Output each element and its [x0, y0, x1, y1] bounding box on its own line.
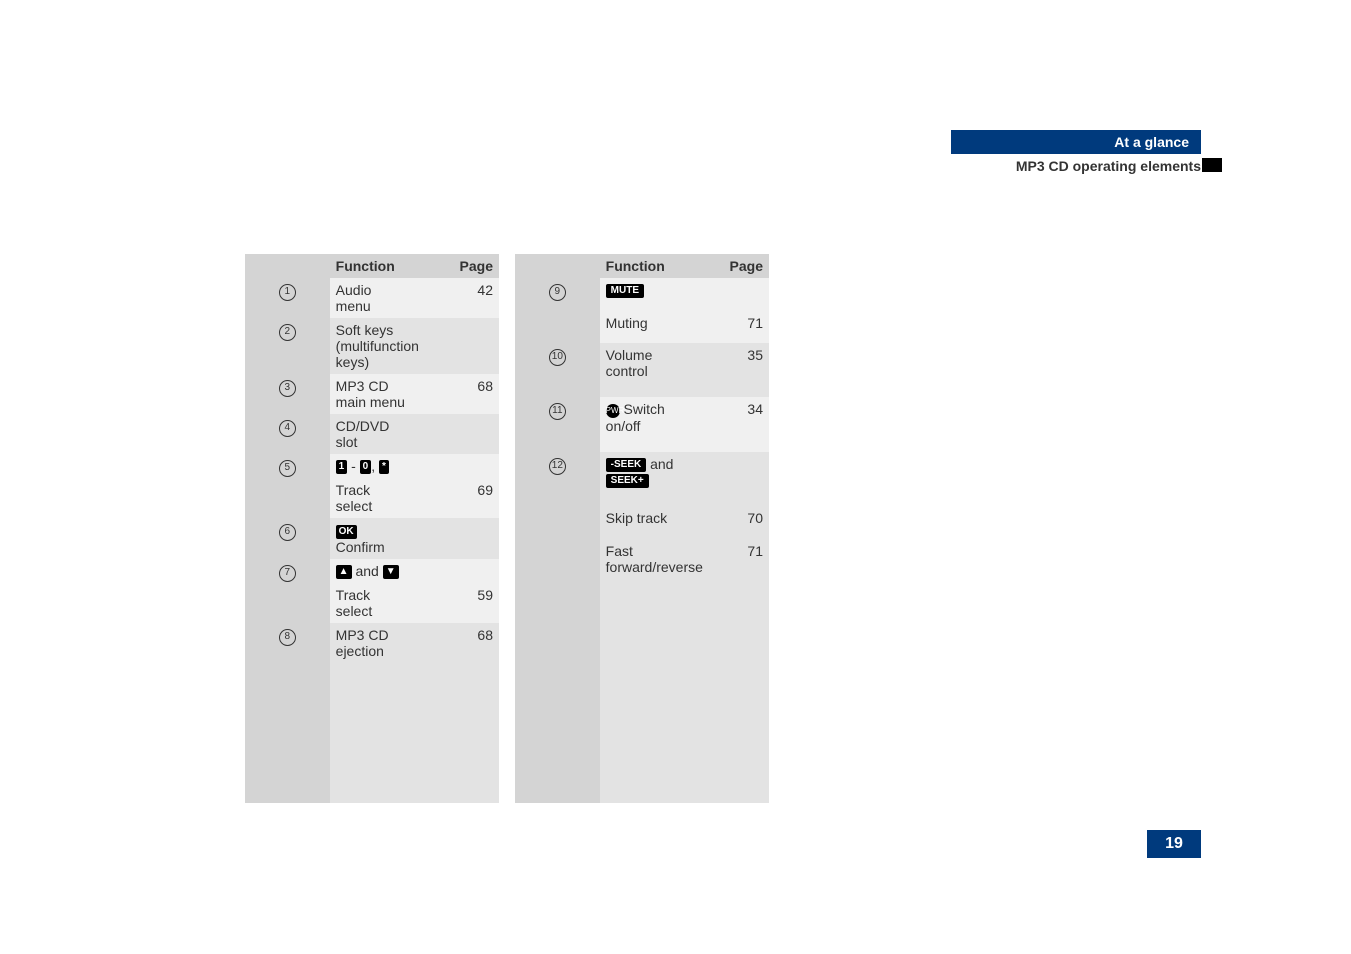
table-row: 12 -SEEK and SEEK+ — [515, 452, 769, 507]
row-sublabel: Skip track — [600, 506, 685, 538]
row-index: 9 — [549, 284, 566, 301]
row-sublabel: Track select — [330, 583, 415, 623]
row-page — [414, 518, 499, 558]
table-row: 4 CD/DVD slot — [245, 414, 499, 454]
row-label: OK Confirm — [330, 518, 415, 558]
row-page: 68 — [414, 374, 499, 414]
row-index: 6 — [279, 524, 296, 541]
row-sublabel: Track select — [330, 478, 415, 518]
and-text: and — [646, 456, 673, 472]
left-header-page: Page — [414, 254, 499, 278]
right-header-page: Page — [684, 254, 769, 278]
dash-text: - — [351, 458, 360, 474]
row-page: 71 — [684, 311, 769, 343]
table-row: 3 MP3 CD main menu 68 — [245, 374, 499, 414]
row-page-blank — [414, 559, 499, 583]
row-label: -SEEK and SEEK+ — [600, 452, 685, 507]
row-index: 10 — [549, 349, 566, 366]
row-label: PWR Switch on/off — [600, 397, 685, 451]
row-index: 12 — [549, 458, 566, 475]
row-page: 35 — [684, 343, 769, 397]
row-index: 3 — [279, 380, 296, 397]
table-filler — [515, 593, 769, 803]
left-function-table: Function Page 1 Audio menu 42 2 Soft key… — [245, 254, 499, 803]
row-index: 1 — [279, 284, 296, 301]
ok-icon: OK — [336, 525, 357, 539]
triangle-down-icon — [383, 565, 399, 579]
comma-text: , — [371, 458, 379, 474]
key-0-icon: 0 — [360, 460, 372, 474]
table-row: 8 MP3 CD ejection 68 — [245, 623, 499, 663]
row-page-blank — [684, 278, 769, 311]
header-stripe-label: At a glance — [951, 130, 1201, 154]
row-label: CD/DVD slot — [330, 414, 415, 454]
row-page — [414, 318, 499, 374]
seek-minus-icon: -SEEK — [606, 458, 647, 472]
table-row: 10 Volume control 35 — [515, 343, 769, 397]
row-index: 7 — [279, 565, 296, 582]
right-header-blank — [515, 254, 600, 278]
power-icon: PWR — [606, 404, 620, 418]
table-row: 7 and — [245, 559, 499, 583]
row-page: 69 — [414, 478, 499, 518]
row-page: 70 — [684, 506, 769, 538]
row-index: 11 — [549, 403, 566, 420]
row-index: 5 — [279, 460, 296, 477]
row-label: 1 - 0, * — [330, 454, 415, 478]
row-label: Soft keys (multifunction keys) — [330, 318, 415, 374]
key-1-icon: 1 — [336, 460, 348, 474]
left-header-blank — [245, 254, 330, 278]
right-function-table: Function Page 9 MUTE Muting 71 10 — [515, 254, 769, 803]
row-page: 34 — [684, 397, 769, 451]
header-stripe: At a glance — [951, 130, 1201, 154]
table-row: 9 MUTE — [515, 278, 769, 311]
mute-icon: MUTE — [606, 284, 644, 298]
row-index: 8 — [279, 629, 296, 646]
row-page-blank — [414, 454, 499, 478]
row-index: 2 — [279, 324, 296, 341]
row-label: MUTE — [600, 278, 685, 311]
confirm-text: Confirm — [336, 539, 385, 555]
row-page-blank — [684, 452, 769, 507]
row-label: Volume control — [600, 343, 685, 397]
row-page — [414, 414, 499, 454]
left-header-function: Function — [330, 254, 415, 278]
table-row: 11 PWR Switch on/off 34 — [515, 397, 769, 451]
header-subtitle: MP3 CD operating elements — [901, 158, 1201, 174]
key-star-icon: * — [379, 460, 389, 474]
row-index: 4 — [279, 420, 296, 437]
triangle-up-icon — [336, 565, 352, 579]
row-page: 68 — [414, 623, 499, 663]
row-label: and — [330, 559, 415, 583]
table-row: 6 OK Confirm — [245, 518, 499, 558]
row-page: 42 — [414, 278, 499, 318]
right-header-function: Function — [600, 254, 685, 278]
page-number-badge: 19 — [1147, 830, 1201, 858]
and-text: and — [352, 563, 383, 579]
row-label: MP3 CD main menu — [330, 374, 415, 414]
seek-plus-icon: SEEK+ — [606, 474, 649, 488]
table-row: 2 Soft keys (multifunction keys) — [245, 318, 499, 374]
row-sublabel2: Fast forward/reverse — [600, 539, 685, 593]
header-subtitle-marker — [1202, 158, 1222, 172]
row-sublabel: Muting — [600, 311, 685, 343]
table-row: 1 Audio menu 42 — [245, 278, 499, 318]
row-page: 59 — [414, 583, 499, 623]
row-label: MP3 CD ejection — [330, 623, 415, 663]
table-filler — [245, 663, 499, 803]
table-row: 5 1 - 0, * — [245, 454, 499, 478]
row-label: Audio menu — [330, 278, 415, 318]
